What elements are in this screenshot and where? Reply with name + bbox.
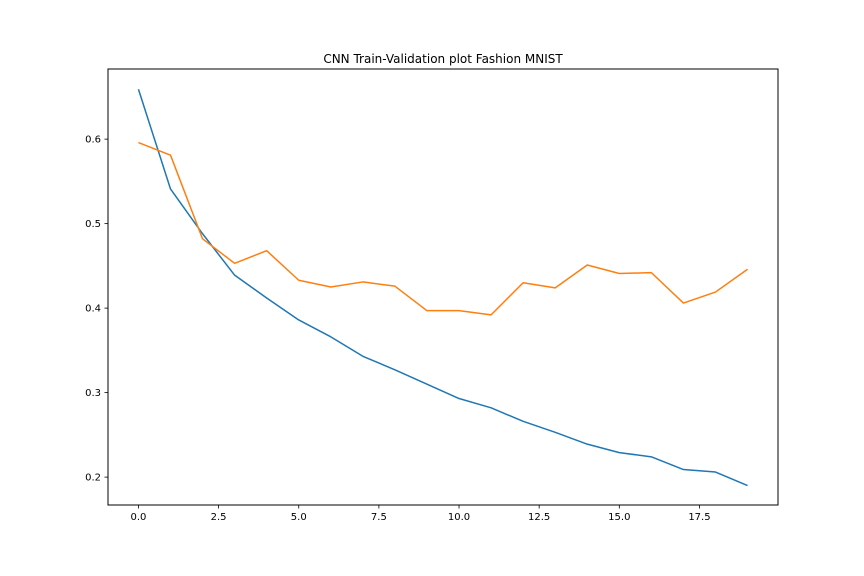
y-tick-label: 0.5 [85,219,101,230]
y-tick-label: 0.6 [85,135,101,146]
y-axis-ticks: 0.2 0.3 0.4 0.5 0.6 [85,135,108,484]
x-tick-label: 10.0 [448,512,470,523]
series-line-1 [137,89,748,487]
x-tick-label: 5.0 [291,512,307,523]
x-tick-label: 0.0 [131,512,147,523]
x-tick-label: 2.5 [211,512,227,523]
y-tick-label: 0.4 [85,304,101,315]
y-tick-label: 0.3 [85,388,101,399]
y-tick-label: 0.2 [85,473,101,484]
x-tick-label: 12.5 [528,512,550,523]
series-line-2 [138,141,748,316]
x-tick-label: 17.5 [688,512,710,523]
series-layer [137,89,748,487]
x-axis-ticks: 0.0 2.5 5.0 7.5 10.0 12.5 15.0 17.5 [131,505,711,523]
chart-title: CNN Train-Validation plot Fashion MNIST [323,52,563,66]
x-tick-label: 7.5 [371,512,387,523]
plot-area-frame [107,68,779,506]
x-tick-label: 15.0 [608,512,630,523]
